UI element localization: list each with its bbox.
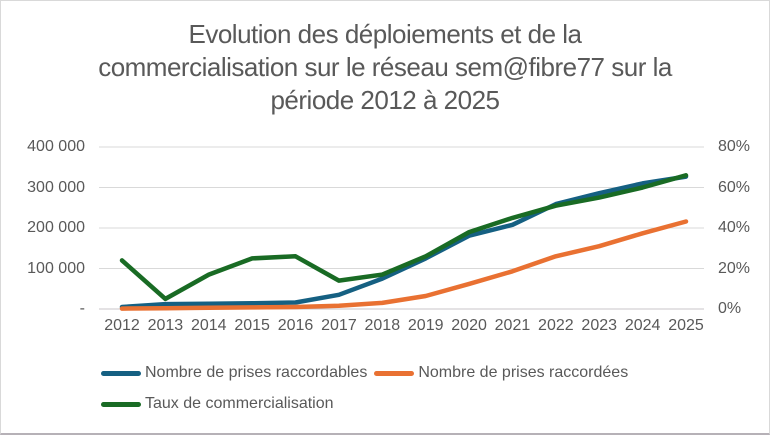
- x-axis-tick: 2012: [104, 317, 140, 334]
- left-axis-tick: 100 000: [27, 259, 85, 277]
- legend-swatch-icon: [101, 370, 141, 376]
- left-axis-tick: 300 000: [27, 178, 85, 196]
- x-axis-tick: 2013: [147, 317, 184, 334]
- legend-swatch-icon: [101, 401, 141, 407]
- chart-title-line-2: commercialisation sur le réseau sem@fibr…: [98, 52, 672, 82]
- legend-label: Nombre de prises raccordées: [418, 364, 629, 381]
- x-axis-tick: 2022: [538, 317, 574, 334]
- left-axis-tick: -: [79, 300, 85, 317]
- legend-item-series-prises-raccordables[interactable]: Nombre de prises raccordables: [101, 363, 367, 383]
- x-axis-tick: 2021: [494, 317, 531, 334]
- x-axis-tick: 2025: [668, 317, 704, 334]
- left-axis-tick: 400 000: [27, 138, 85, 155]
- x-axis-tick: 2019: [407, 317, 444, 334]
- legend-item-series-taux-commercialisation[interactable]: Taux de commercialisation: [101, 394, 334, 414]
- x-axis-tick: 2024: [624, 317, 661, 334]
- right-axis-tick: 0%: [718, 300, 742, 317]
- legend-item-series-prises-raccordees[interactable]: Nombre de prises raccordées: [374, 363, 628, 383]
- x-axis-tick: 2017: [321, 317, 357, 334]
- right-axis-tick: 40%: [718, 219, 751, 236]
- x-axis-tick: 2023: [581, 317, 618, 334]
- chart-title-line-1: Evolution des déploiements et de la: [188, 19, 583, 49]
- series-taux-commercialisation[interactable]: [119, 173, 689, 302]
- right-axis-tick: 20%: [718, 259, 751, 277]
- legend-label: Nombre de prises raccordables: [145, 364, 368, 381]
- right-axis-tick: 60%: [718, 178, 751, 196]
- x-axis-tick: 2014: [190, 317, 227, 334]
- x-axis-tick: 2018: [364, 317, 401, 334]
- legend-swatch-icon: [374, 370, 415, 376]
- x-axis-tick: 2015: [234, 317, 270, 334]
- chart-legend: Nombre de prises raccordables Nombre de p…: [101, 363, 676, 414]
- right-axis-tick: 80%: [718, 138, 751, 155]
- x-axis-tick: 2020: [451, 317, 487, 334]
- legend-label: Taux de commercialisation: [145, 395, 334, 412]
- chart-title-line-3: période 2012 à 2025: [270, 85, 500, 115]
- left-axis-tick: 200 000: [27, 219, 85, 236]
- series-prises-raccordees[interactable]: [119, 219, 689, 311]
- x-axis-tick: 2016: [277, 317, 314, 334]
- series-prises-raccordables[interactable]: [119, 174, 689, 310]
- chart-title: Evolution des déploiements et de la comm…: [1, 18, 769, 117]
